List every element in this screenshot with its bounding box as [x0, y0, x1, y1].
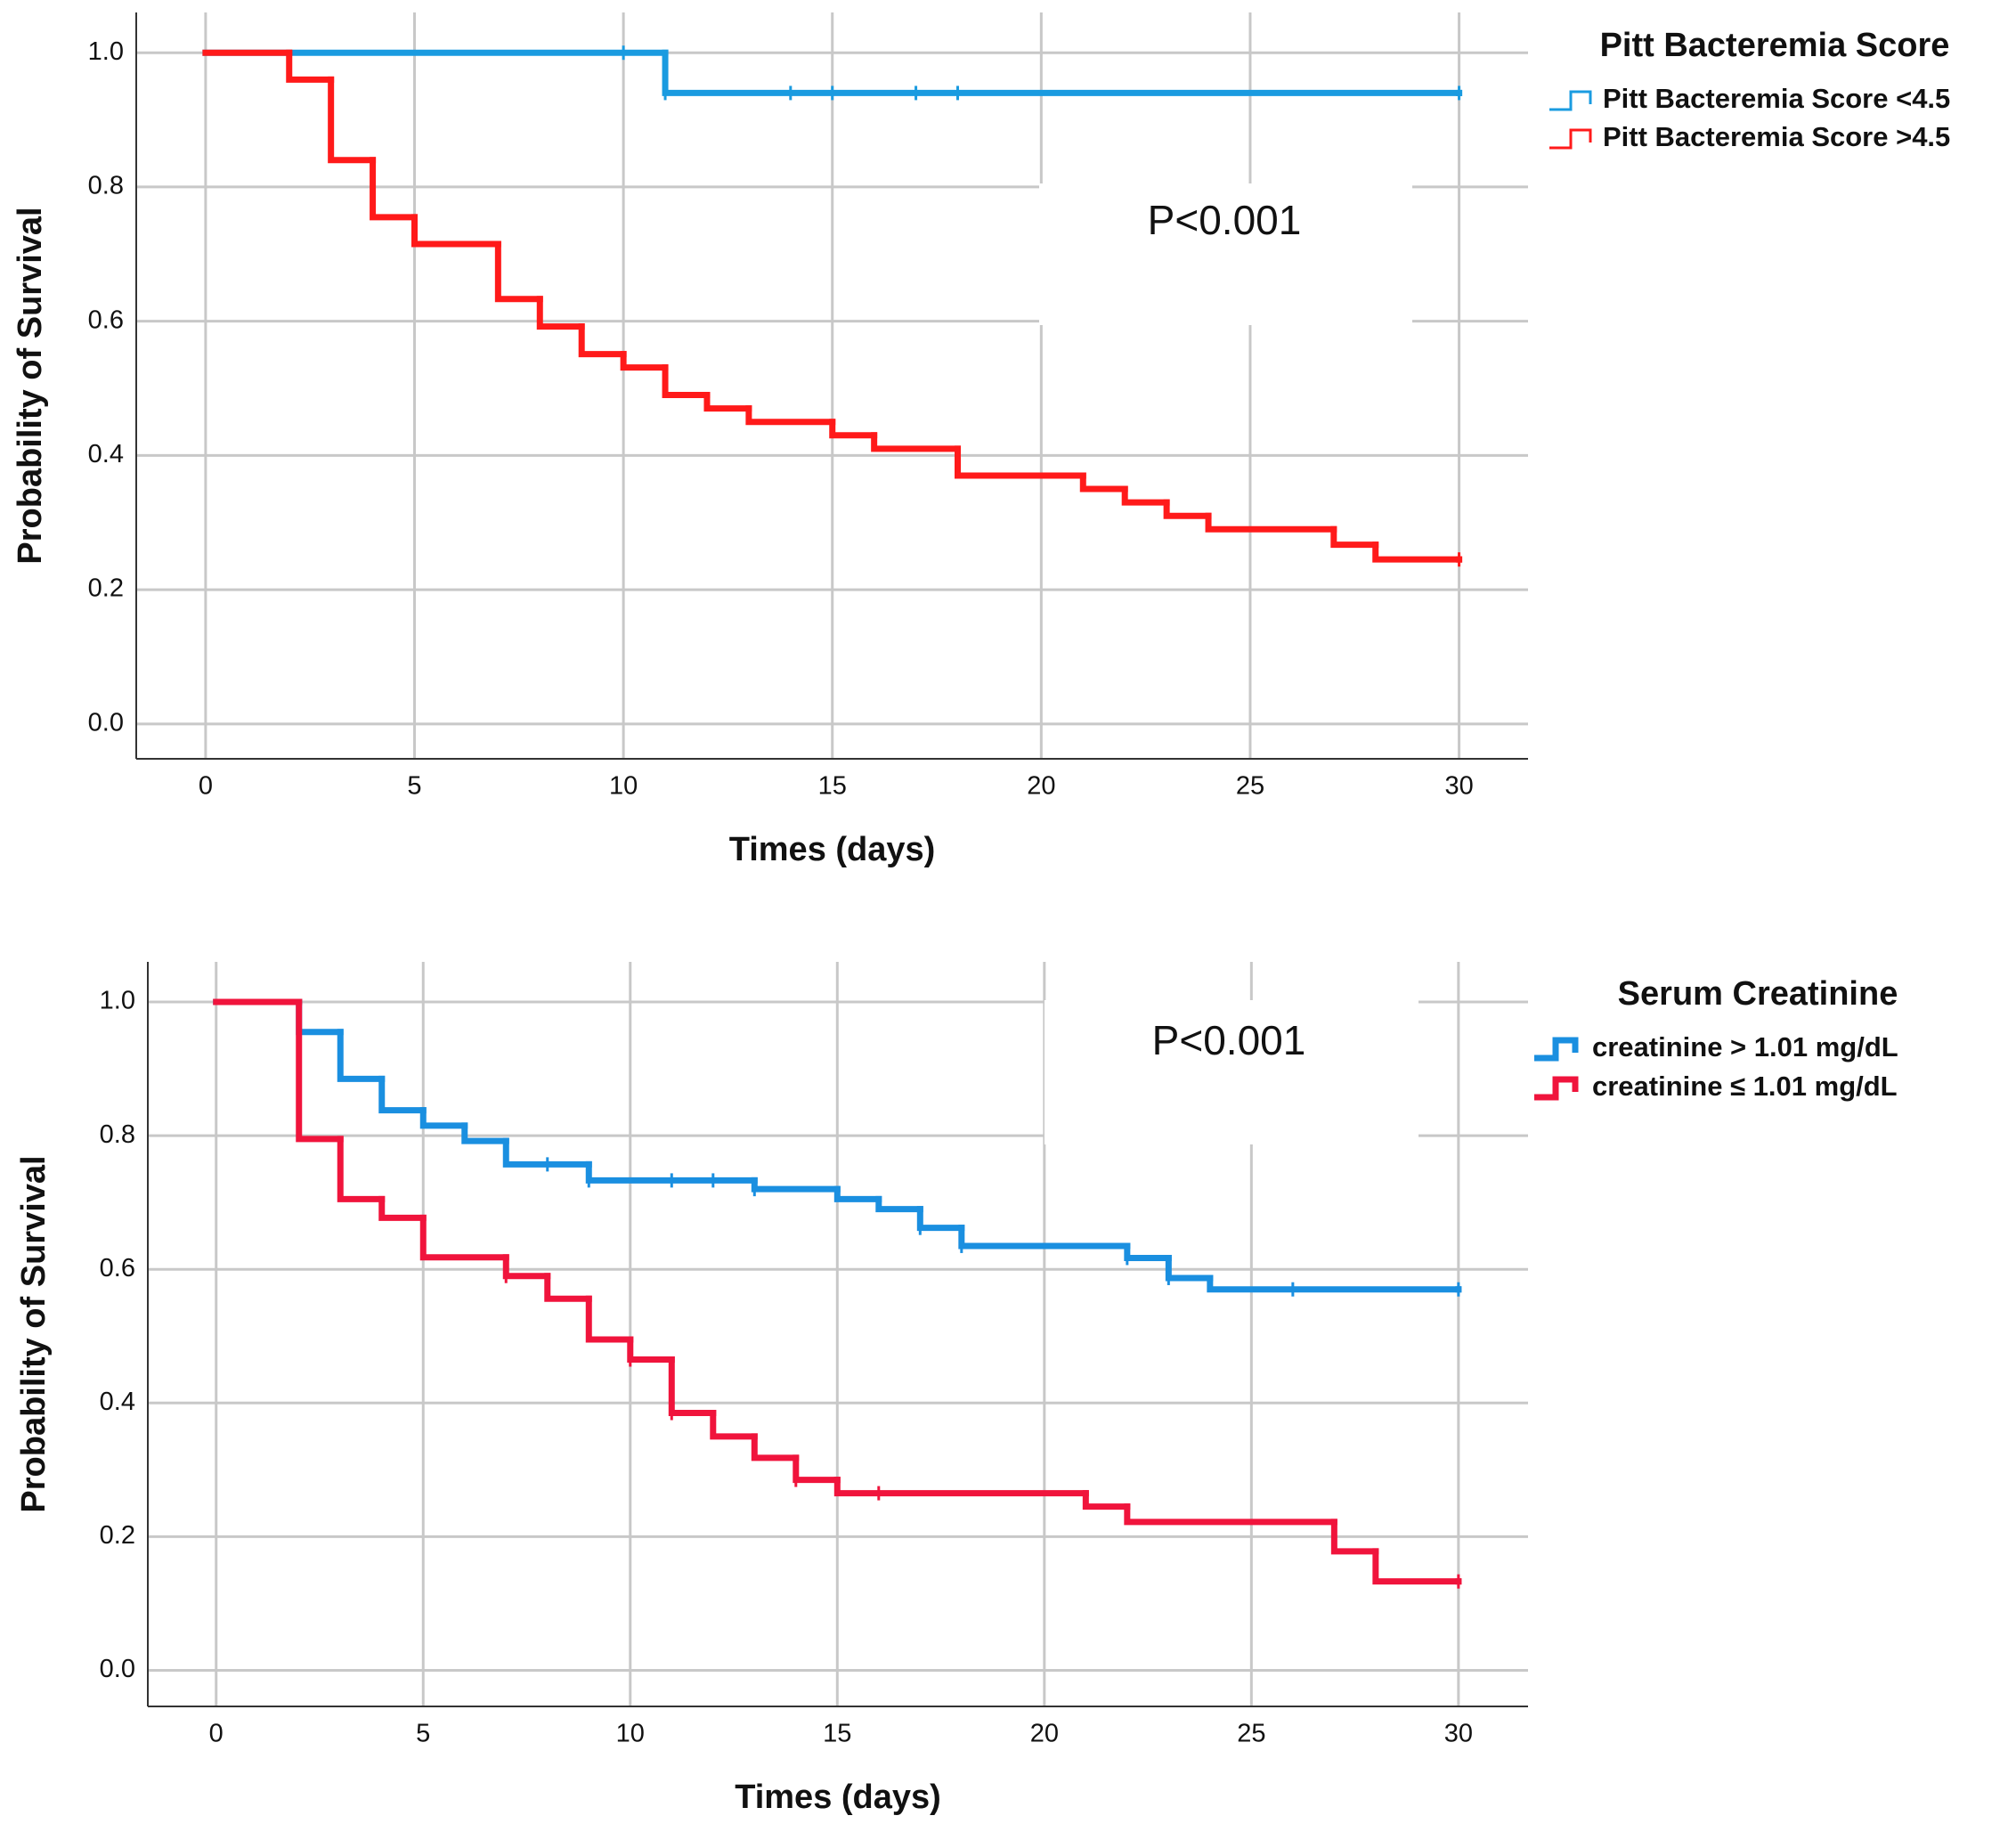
chart: 0 5 10 15 20 25 30 0.0 0.2 0.4 0.6 0.8 1.0 P<0.001 Tim… [15, 962, 1898, 1816]
survival-step [916, 1206, 965, 1232]
survival-step [875, 1195, 923, 1213]
survival-step [502, 1254, 551, 1280]
annotation: P<0.001 [1152, 1017, 1306, 1063]
survival-step [461, 1122, 509, 1144]
survival-step [286, 49, 335, 83]
survival-step [662, 49, 1463, 96]
y-tick-label: 1.0 [100, 987, 135, 1015]
x-tick-label: 30 [1444, 1720, 1473, 1748]
survival-step [751, 1177, 841, 1193]
survival-step [1079, 472, 1128, 493]
legend-label: creatinine > 1.01 mg/dL [1592, 1031, 1898, 1063]
survival-step [620, 351, 669, 371]
y-tick-label: 0.8 [100, 1120, 135, 1149]
survival-step [1163, 499, 1212, 519]
legend-label: creatinine ≤ 1.01 mg/dL [1592, 1071, 1898, 1102]
survival-step [829, 419, 878, 439]
survival-step [1372, 541, 1463, 563]
y-tick-label: 0.0 [88, 708, 124, 737]
x-tick-label: 10 [609, 772, 638, 801]
y-axis-title: Probability of Survival [12, 207, 49, 564]
survival-step [871, 432, 962, 452]
survival-step [419, 1214, 509, 1261]
survival-step [751, 1433, 800, 1462]
legend-swatch [1549, 128, 1592, 150]
x-tick-label: 20 [1027, 772, 1055, 801]
legend-label: Pitt Bacteremia Score >4.5 [1603, 121, 1950, 152]
y-tick-label: 0.6 [100, 1254, 135, 1282]
legend-title: Pitt Bacteremia Score [1600, 27, 1950, 64]
survival-step [833, 1477, 1089, 1497]
annotation: P<0.001 [1148, 197, 1302, 243]
survival-step [1330, 525, 1379, 549]
survival-step [544, 1273, 592, 1302]
survival-step [378, 1075, 427, 1114]
survival-step [668, 1356, 717, 1417]
survival-step [502, 1137, 592, 1168]
annotation-box [1039, 183, 1412, 325]
y-axis-title: Probability of Survival [15, 1155, 53, 1512]
y-tick-label: 1.0 [88, 37, 124, 66]
survival-step [328, 76, 377, 164]
survival-step [833, 1185, 882, 1202]
annotation-box [1045, 1000, 1419, 1144]
survival-step [411, 214, 501, 248]
survival-step [337, 1029, 386, 1082]
x-tick-label: 20 [1030, 1720, 1059, 1748]
survival-step [1124, 1242, 1172, 1261]
survival-step [1207, 1274, 1462, 1293]
survival-step [1372, 1548, 1462, 1585]
survival-step [627, 1336, 675, 1364]
survival-step [745, 405, 836, 426]
x-tick-label: 15 [818, 772, 847, 801]
x-tick-label: 10 [616, 1720, 645, 1748]
x-tick-label: 0 [209, 1720, 224, 1748]
survival-step [296, 998, 344, 1143]
y-tick-label: 0.0 [100, 1655, 135, 1683]
y-tick-label: 0.2 [100, 1521, 135, 1550]
survival-step [1330, 1519, 1379, 1555]
x-tick-label: 0 [199, 772, 213, 801]
y-tick-label: 0.6 [88, 305, 124, 334]
survival-step [1124, 1503, 1337, 1526]
x-tick-label: 5 [407, 772, 421, 801]
survival-step [585, 1295, 634, 1343]
survival-step [1205, 512, 1337, 533]
survival-step [1082, 1490, 1131, 1510]
x-axis-title: Times (days) [729, 831, 936, 868]
y-tick-label: 0.4 [100, 1388, 135, 1416]
survival-step [578, 323, 627, 358]
survival-step [662, 364, 711, 399]
survival-step [296, 998, 344, 1036]
survival-step [793, 1454, 841, 1484]
legend-swatch [1534, 1076, 1579, 1101]
survival-step [536, 296, 585, 330]
legend-label: Pitt Bacteremia Score <4.5 [1603, 83, 1950, 114]
legend-title: Serum Creatinine [1618, 975, 1898, 1013]
x-tick-label: 25 [1236, 772, 1264, 801]
chart: 0 5 10 15 20 25 30 0.0 0.2 0.4 0.6 0.8 1.0 P<0.001 Tim… [12, 12, 1950, 868]
survival-step [370, 157, 419, 221]
x-tick-label: 15 [823, 1720, 851, 1748]
survival-step [1121, 485, 1170, 506]
x-tick-label: 25 [1237, 1720, 1265, 1748]
y-tick-label: 0.4 [88, 440, 124, 468]
y-tick-label: 0.2 [88, 574, 124, 603]
survival-step [378, 1195, 427, 1221]
survival-step [337, 1136, 386, 1202]
x-tick-label: 5 [416, 1720, 430, 1748]
survival-step [1165, 1254, 1214, 1282]
survival-step [955, 445, 1086, 479]
legend-swatch [1549, 90, 1592, 111]
survival-step [419, 1107, 468, 1129]
x-axis-title: Times (days) [735, 1779, 941, 1816]
y-tick-label: 0.8 [88, 172, 124, 200]
survival-step [710, 1410, 758, 1440]
legend-swatch [1534, 1037, 1579, 1062]
x-tick-label: 30 [1444, 772, 1473, 801]
survival-step [494, 240, 543, 303]
survival-step [703, 392, 752, 412]
